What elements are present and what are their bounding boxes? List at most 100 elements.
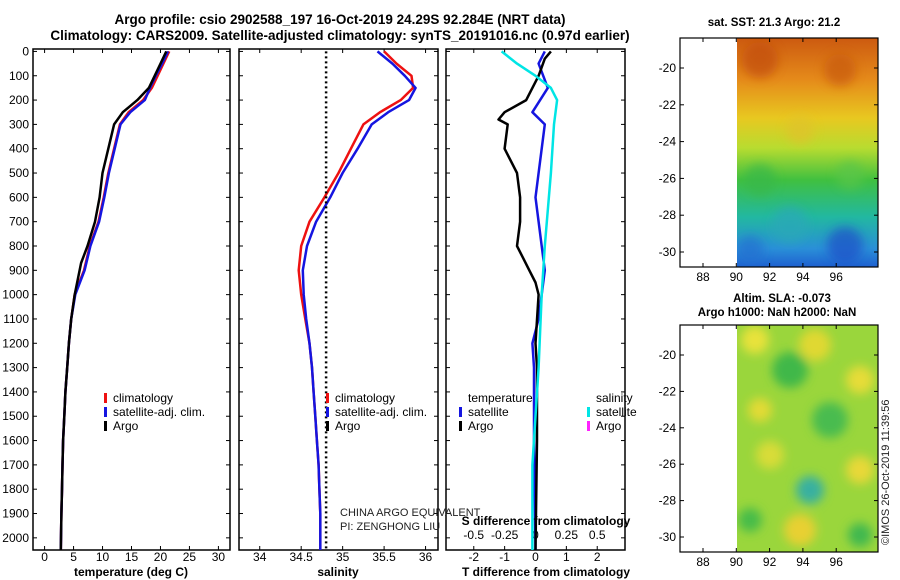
sla-map-title-2: Argo h1000: NaN h2000: NaN (698, 307, 857, 319)
depth-tick-label: 500 (9, 166, 29, 180)
legend-label-argo: Argo (113, 419, 139, 433)
lat-tick-label: -24 (659, 421, 677, 435)
depth-tick-label: 300 (9, 117, 29, 131)
legend-swatch-satellite-adj (104, 407, 107, 417)
x-tick-label: 30 (212, 550, 226, 564)
legend-swatch-climatology (104, 393, 107, 403)
legend-swatch-t-satellite (459, 407, 462, 417)
x-tick-label: 10 (96, 550, 110, 564)
sla-field (737, 325, 878, 552)
series-climatology (297, 50, 415, 550)
lon-tick-label: 94 (796, 270, 810, 284)
series-argo (59, 50, 168, 550)
depth-tick-label: 200 (9, 93, 29, 107)
x-tick-label: 36 (419, 550, 433, 564)
lon-tick-label: 88 (696, 270, 710, 284)
legend-swatch-t-argo (459, 421, 462, 431)
x-tick-label: -2 (468, 550, 479, 564)
legend-label-argo: Argo (335, 419, 361, 433)
legend-swatch-satellite-adj (326, 407, 329, 417)
lon-tick-label: 90 (730, 270, 744, 284)
x-tick-label: 0 (41, 550, 48, 564)
depth-tick-label: 100 (9, 69, 29, 83)
header-line-1: Argo profile: csio 2902588_197 16-Oct-20… (114, 12, 566, 27)
lat-tick-label: -22 (659, 98, 677, 112)
header-line-2: Climatology: CARS2009. Satellite-adjuste… (50, 28, 630, 43)
temperature-axis-ticks: 0 5 10 15 20 25 30 (41, 49, 225, 564)
x-tick-label: 35.5 (372, 550, 396, 564)
depth-tick-label: 700 (9, 215, 29, 229)
temperature-axis-label: temperature (deg C) (74, 565, 188, 579)
lat-tick-label: -26 (659, 457, 677, 471)
figure-header: Argo profile: csio 2902588_197 16-Oct-20… (0, 12, 680, 44)
sla-map: -20 -22 -24 -26 -28 -30 88 90 92 94 96 (659, 324, 879, 569)
depth-tick-label: 1900 (2, 507, 29, 521)
lon-tick-label: 88 (696, 555, 710, 569)
x-top-tick-label: 0.25 (555, 528, 579, 542)
lat-tick-label: -30 (659, 245, 677, 259)
lon-tick-label: 92 (763, 270, 777, 284)
x-tick-label: 15 (125, 550, 139, 564)
sla-map-title-1: Altim. SLA: -0.073 (733, 293, 831, 305)
t-difference-axis-label: T difference from climatology (462, 565, 630, 579)
s-difference-axis-label: S difference from climatology (462, 514, 631, 528)
x-top-tick-label: -0.5 (463, 528, 484, 542)
depth-tick-label: 1600 (2, 434, 29, 448)
depth-tick-label: 0 (22, 44, 29, 58)
temperature-legend: climatology satellite-adj. clim. Argo (104, 391, 205, 433)
depth-tick-label: 1300 (2, 361, 29, 375)
depth-tick-label: 600 (9, 190, 29, 204)
annotation-china-argo: CHINA ARGO EQUIVALENT (340, 507, 481, 519)
sst-map-title: sat. SST: 21.3 Argo: 21.2 (708, 17, 841, 29)
x-top-tick-label: -0.25 (491, 528, 519, 542)
lon-tick-label: 92 (763, 555, 777, 569)
sst-map-frame (679, 37, 879, 268)
legend-label-satellite-adj: satellite-adj. clim. (335, 405, 427, 419)
difference-legend: temperature satellite Argo salinity sate… (459, 391, 637, 433)
lon-tick-label: 96 (830, 270, 844, 284)
legend-title-temperature: temperature (468, 391, 533, 405)
x-tick-label: 5 (70, 550, 77, 564)
depth-tick-label: 400 (9, 142, 29, 156)
lon-tick-label: 96 (830, 555, 844, 569)
salinity-series (297, 50, 417, 550)
lat-tick-label: -28 (659, 494, 677, 508)
depth-axis-ticks: 0 100 200 300 400 500 600 700 800 900 1000 1100 1200… (2, 44, 625, 545)
depth-tick-label: 1100 (3, 312, 29, 326)
lat-tick-label: -30 (659, 530, 677, 544)
temperature-series (59, 50, 171, 550)
legend-label-t-argo: Argo (468, 419, 494, 433)
lat-tick-label: -26 (659, 171, 677, 185)
lon-tick-label: 94 (796, 555, 810, 569)
depth-tick-label: 2000 (2, 531, 29, 545)
lat-tick-label: -24 (659, 135, 677, 149)
depth-tick-label: 1200 (2, 336, 29, 350)
legend-label-climatology: climatology (335, 391, 395, 405)
legend-label-t-satellite: satellite (468, 405, 509, 419)
x-top-tick-label: 0.5 (589, 528, 606, 542)
x-tick-label: 34 (253, 550, 267, 564)
depth-tick-label: 1400 (2, 385, 29, 399)
legend-swatch-argo (326, 421, 329, 431)
legend-label-satellite-adj: satellite-adj. clim. (113, 405, 205, 419)
legend-label-s-satellite: satellite (596, 405, 637, 419)
salinity-legend: climatology satellite-adj. clim. Argo CH… (326, 391, 481, 533)
sst-map-ticks: -20 -22 -24 -26 -28 -30 88 90 92 94 96 (659, 38, 878, 284)
lat-tick-label: -28 (659, 208, 677, 222)
imos-timestamp: ©IMOS 26-Oct-2019 11:39:56 (880, 399, 892, 545)
x-tick-label: 0 (532, 550, 539, 564)
legend-swatch-argo (104, 421, 107, 431)
legend-label-s-argo: Argo (596, 419, 622, 433)
salinity-axis-label: salinity (317, 565, 359, 579)
legend-swatch-climatology (326, 393, 329, 403)
lat-tick-label: -20 (659, 61, 677, 75)
series-satellite-adj-clim- (301, 50, 417, 550)
legend-swatch-s-satellite (587, 407, 590, 417)
series-temperature-satellite (531, 50, 550, 550)
depth-tick-label: 800 (9, 239, 29, 253)
x-tick-label: 35 (336, 550, 350, 564)
depth-tick-label: 1700 (2, 458, 29, 472)
x-tick-label: 34.5 (290, 550, 314, 564)
x-tick-label: 20 (154, 550, 168, 564)
